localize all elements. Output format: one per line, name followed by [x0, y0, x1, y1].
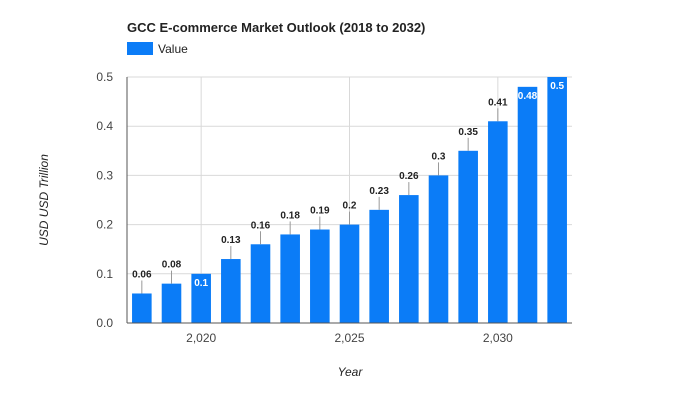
data-label: 0.41 — [488, 97, 508, 108]
data-label: 0.26 — [399, 171, 419, 182]
bar — [250, 244, 271, 323]
x-tick-label: 2,025 — [334, 331, 364, 345]
bar — [132, 293, 152, 323]
bar — [428, 175, 449, 323]
y-tick-label: 0.0 — [96, 316, 113, 330]
chart-title: GCC E-commerce Market Outlook (2018 to 2… — [127, 20, 425, 35]
bar — [517, 86, 538, 323]
data-label: 0.35 — [458, 127, 478, 138]
y-tick-label: 0.1 — [96, 267, 113, 281]
axes: 0.0 0.1 0.2 0.3 0.4 0.5 2,020 2,025 2,030 — [96, 70, 572, 345]
y-axis-title: USD USD Trillion — [37, 154, 51, 246]
bar — [547, 77, 567, 323]
data-label: 0.08 — [162, 260, 182, 271]
data-label: 0.23 — [369, 186, 389, 197]
data-label: 0.1 — [194, 278, 208, 289]
bar — [488, 121, 508, 323]
data-label: 0.16 — [251, 220, 271, 231]
x-axis-title: Year — [338, 365, 364, 379]
bar — [310, 229, 330, 323]
bar — [221, 259, 241, 323]
y-tick-label: 0.3 — [96, 168, 113, 182]
legend-label-value: Value — [158, 42, 188, 56]
legend-swatch-value — [127, 42, 153, 55]
y-tick-label: 0.4 — [96, 119, 113, 133]
x-tick-label: 2,020 — [186, 331, 216, 345]
bar — [399, 195, 419, 323]
data-label: 0.18 — [280, 210, 300, 221]
bars — [132, 77, 567, 323]
y-tick-label: 0.5 — [96, 70, 113, 84]
legend: Value — [127, 42, 188, 56]
y-tick-label: 0.2 — [96, 218, 113, 232]
data-label: 0.19 — [310, 206, 330, 217]
bar — [369, 209, 389, 323]
x-tick-label: 2,030 — [483, 331, 513, 345]
bar — [339, 224, 360, 323]
data-label: 0.13 — [221, 235, 241, 246]
data-label: 0.48 — [518, 91, 538, 102]
data-label: 0.5 — [550, 81, 564, 92]
bar — [161, 283, 182, 323]
data-labels: 0.06 0.08 0.1 0.13 0.16 0.18 0.19 0.2 0.23 0.26 0.… — [132, 81, 565, 294]
bar — [280, 234, 300, 323]
bar — [458, 150, 478, 323]
data-label: 0.2 — [343, 201, 357, 212]
bar — [191, 273, 211, 323]
data-label: 0.3 — [432, 151, 446, 162]
data-label: 0.06 — [132, 269, 152, 280]
